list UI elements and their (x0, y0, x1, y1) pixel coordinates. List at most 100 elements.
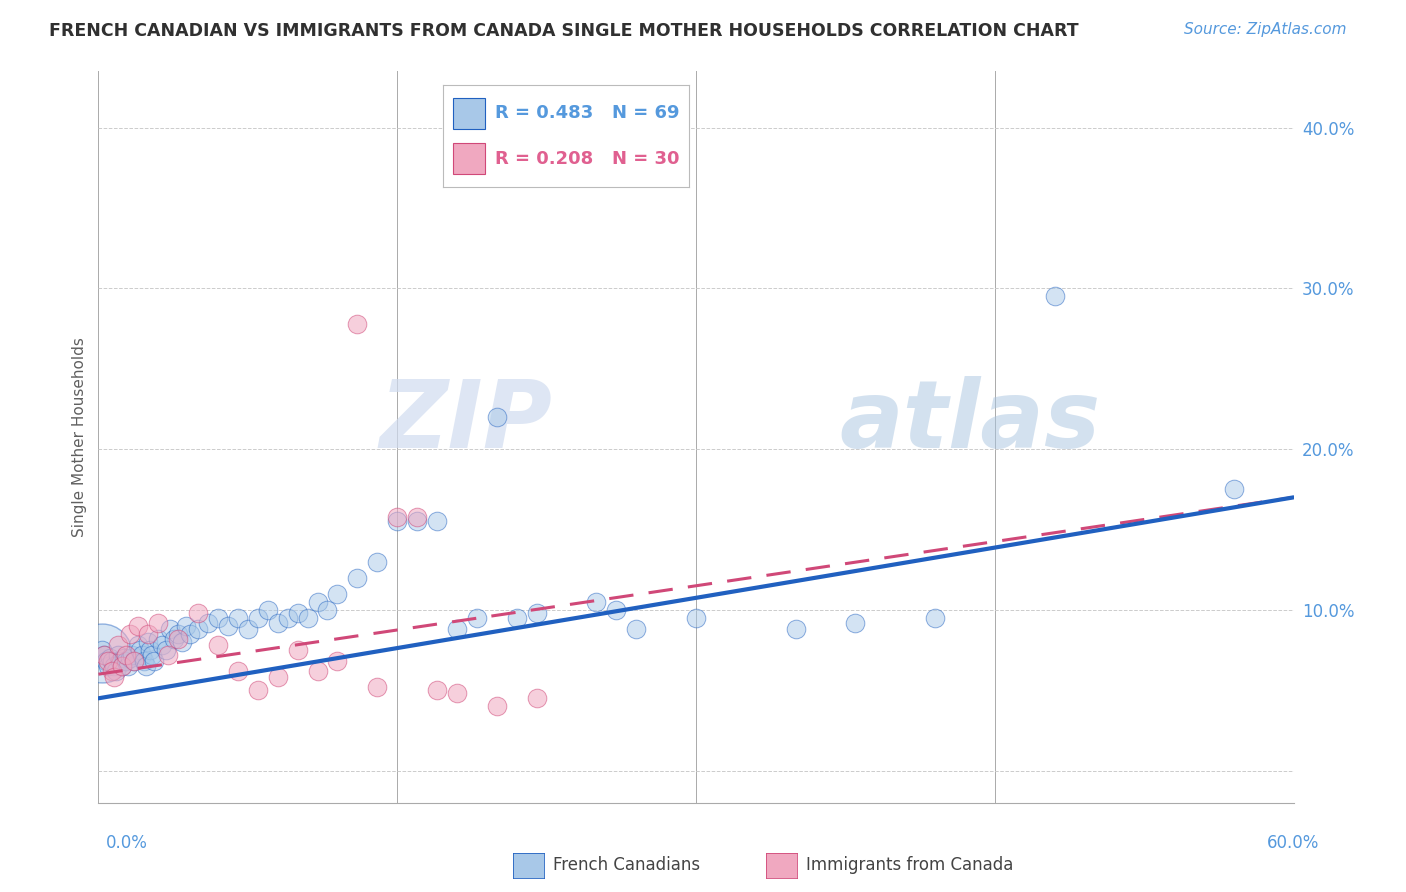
Point (287, 606, 309, 620)
Point (526, 691, 548, 706)
Point (93, 648, 115, 662)
Point (179, 627, 201, 641)
Point (98, 651, 122, 665)
Point (246, 683, 269, 698)
Point (366, 680, 388, 694)
Point (187, 622, 209, 636)
Point (136, 635, 159, 649)
Point (346, 317, 368, 331)
Point (136, 627, 159, 641)
Point (124, 654, 146, 668)
Point (785, 622, 807, 636)
Point (148, 615, 170, 630)
Point (485, 409, 508, 424)
Bar (453, 144, 485, 174)
Point (465, 611, 488, 625)
Point (246, 611, 269, 625)
Point (406, 509, 429, 524)
Point (267, 615, 290, 630)
Point (326, 654, 349, 668)
Point (174, 619, 197, 633)
Point (924, 611, 946, 625)
Point (287, 643, 309, 657)
Point (426, 683, 449, 698)
Point (127, 638, 149, 652)
Point (844, 615, 866, 630)
Text: Source: ZipAtlas.com: Source: ZipAtlas.com (1184, 22, 1347, 37)
Point (134, 654, 156, 668)
Text: 60.0%: 60.0% (1267, 834, 1319, 852)
Point (277, 611, 299, 625)
Point (297, 611, 319, 625)
Point (226, 611, 249, 625)
Point (155, 643, 177, 657)
Point (385, 515, 409, 529)
Point (167, 632, 190, 646)
Point (163, 632, 186, 646)
Text: R = 0.483   N = 69: R = 0.483 N = 69 (495, 104, 679, 122)
Point (626, 622, 648, 636)
Point (150, 638, 173, 652)
Text: 0.0%: 0.0% (105, 834, 148, 852)
Point (207, 638, 229, 652)
Point (111, 659, 134, 673)
Point (139, 643, 162, 657)
Point (256, 603, 278, 617)
Point (307, 664, 329, 678)
Point (121, 648, 143, 662)
Point (485, 699, 508, 714)
Bar (453, 98, 485, 128)
Point (103, 659, 125, 673)
Point (91, 643, 114, 657)
Point (316, 603, 339, 617)
Point (117, 659, 139, 673)
Point (506, 611, 529, 625)
Point (141, 648, 163, 662)
Point (112, 651, 135, 665)
Point (172, 635, 194, 649)
Point (120, 651, 142, 665)
Point (120, 627, 142, 641)
Point (406, 515, 429, 529)
Point (307, 595, 329, 609)
Point (385, 509, 409, 524)
Point (127, 619, 149, 633)
Point (366, 555, 388, 569)
Point (159, 622, 181, 636)
Text: atlas: atlas (839, 376, 1101, 468)
Point (101, 664, 124, 678)
Point (426, 515, 449, 529)
Text: FRENCH CANADIAN VS IMMIGRANTS FROM CANADA SINGLE MOTHER HOUSEHOLDS CORRELATION C: FRENCH CANADIAN VS IMMIGRANTS FROM CANAD… (49, 22, 1078, 40)
Point (97, 654, 120, 668)
Point (267, 670, 290, 684)
Point (97, 659, 120, 673)
Point (226, 664, 249, 678)
Point (143, 654, 166, 668)
Point (101, 654, 124, 668)
Y-axis label: Single Mother Households: Single Mother Households (72, 337, 87, 537)
Point (585, 595, 607, 609)
Point (446, 622, 468, 636)
Point (107, 638, 129, 652)
Point (148, 632, 170, 646)
Point (105, 664, 128, 678)
Point (167, 627, 190, 641)
Point (326, 587, 349, 601)
Point (1223, 483, 1246, 497)
Point (217, 619, 239, 633)
Point (129, 643, 152, 657)
Point (111, 659, 134, 673)
Point (103, 670, 125, 684)
Point (187, 606, 209, 620)
Text: French Canadians: French Canadians (553, 856, 700, 874)
Point (96, 654, 118, 668)
Point (110, 654, 132, 668)
Point (157, 648, 180, 662)
Text: Immigrants from Canada: Immigrants from Canada (806, 856, 1012, 874)
Text: R = 0.208   N = 30: R = 0.208 N = 30 (495, 150, 679, 168)
Point (107, 648, 129, 662)
Point (115, 648, 138, 662)
Point (236, 622, 259, 636)
Point (605, 603, 627, 617)
Point (685, 611, 707, 625)
